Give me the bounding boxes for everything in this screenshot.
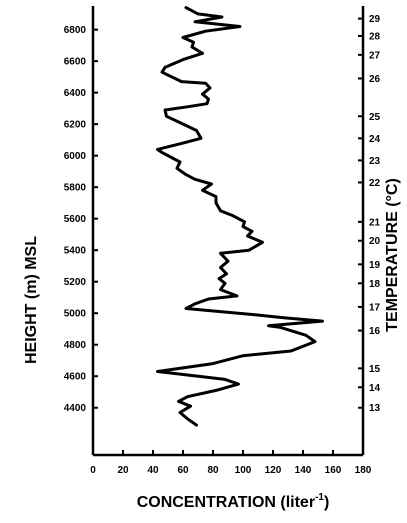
right-tick-label: 17: [369, 302, 381, 313]
x-tick-label: 40: [147, 465, 159, 476]
y-tick-label: 5800: [64, 183, 87, 194]
right-tick-label: 18: [369, 279, 381, 290]
right-tick-label: 15: [369, 364, 381, 375]
y-tick-label: 5600: [64, 214, 87, 225]
right-tick-label: 28: [369, 31, 381, 42]
y-tick-label: 4800: [64, 340, 87, 351]
right-tick-label: 22: [369, 178, 381, 189]
right-tick-label: 20: [369, 236, 381, 247]
right-tick-label: 29: [369, 14, 381, 25]
y-tick-label: 6400: [64, 88, 87, 99]
right-tick-label: 23: [369, 156, 381, 167]
y-tick-label: 6000: [64, 151, 87, 162]
right-axis-title: TEMPERATURE (°C): [384, 178, 401, 332]
x-axis-title-close: ): [324, 494, 329, 511]
y-tick-label: 6600: [64, 57, 87, 68]
right-tick-label: 21: [369, 217, 381, 228]
right-tick-label: 27: [369, 50, 381, 61]
right-tick-label: 13: [369, 403, 381, 414]
y-tick-label: 6800: [64, 25, 87, 36]
right-tick-label: 19: [369, 260, 381, 271]
y-tick-label: 6200: [64, 120, 87, 131]
y-tick-label: 4400: [64, 403, 87, 414]
x-tick-label: 0: [90, 465, 96, 476]
right-tick-label: 14: [369, 383, 381, 394]
right-tick-label: 24: [369, 134, 381, 145]
series-line: [156, 6, 324, 427]
x-tick-label: 60: [177, 465, 189, 476]
x-tick-label: 20: [117, 465, 129, 476]
y-tick-label: 5200: [64, 277, 87, 288]
y-tick-label: 5400: [64, 246, 87, 257]
right-tick-label: 25: [369, 112, 381, 123]
x-tick-label: 100: [235, 465, 252, 476]
plot-frame: [91, 6, 365, 457]
x-tick-label: 140: [295, 465, 312, 476]
x-tick-label: 160: [325, 465, 342, 476]
x-tick-label: 120: [265, 465, 282, 476]
x-tick-label: 80: [207, 465, 219, 476]
right-axis-ticks: 13 14 15 16 17 18 19 20 21 22 23 24 25 26 27 28 29: [358, 14, 381, 414]
y-axis-ticks: 4400 4600 4800 5000 5200 5400 5600 5800 6000 6200…: [64, 25, 98, 414]
x-axis-title: CONCENTRATION (liter-1): [137, 492, 330, 511]
right-tick-label: 16: [369, 326, 381, 337]
right-tick-label: 26: [369, 74, 381, 85]
y-tick-label: 5000: [64, 309, 87, 320]
x-axis-title-superscript: -1: [315, 492, 324, 503]
x-tick-label: 180: [355, 465, 372, 476]
x-axis-ticks: 0 20 40 60 80 100 120 140 160 180: [90, 450, 372, 476]
x-axis-title-main: CONCENTRATION (liter: [137, 494, 315, 511]
y-tick-label: 4600: [64, 372, 87, 383]
y-axis-title: HEIGHT (m) MSL: [23, 236, 40, 364]
